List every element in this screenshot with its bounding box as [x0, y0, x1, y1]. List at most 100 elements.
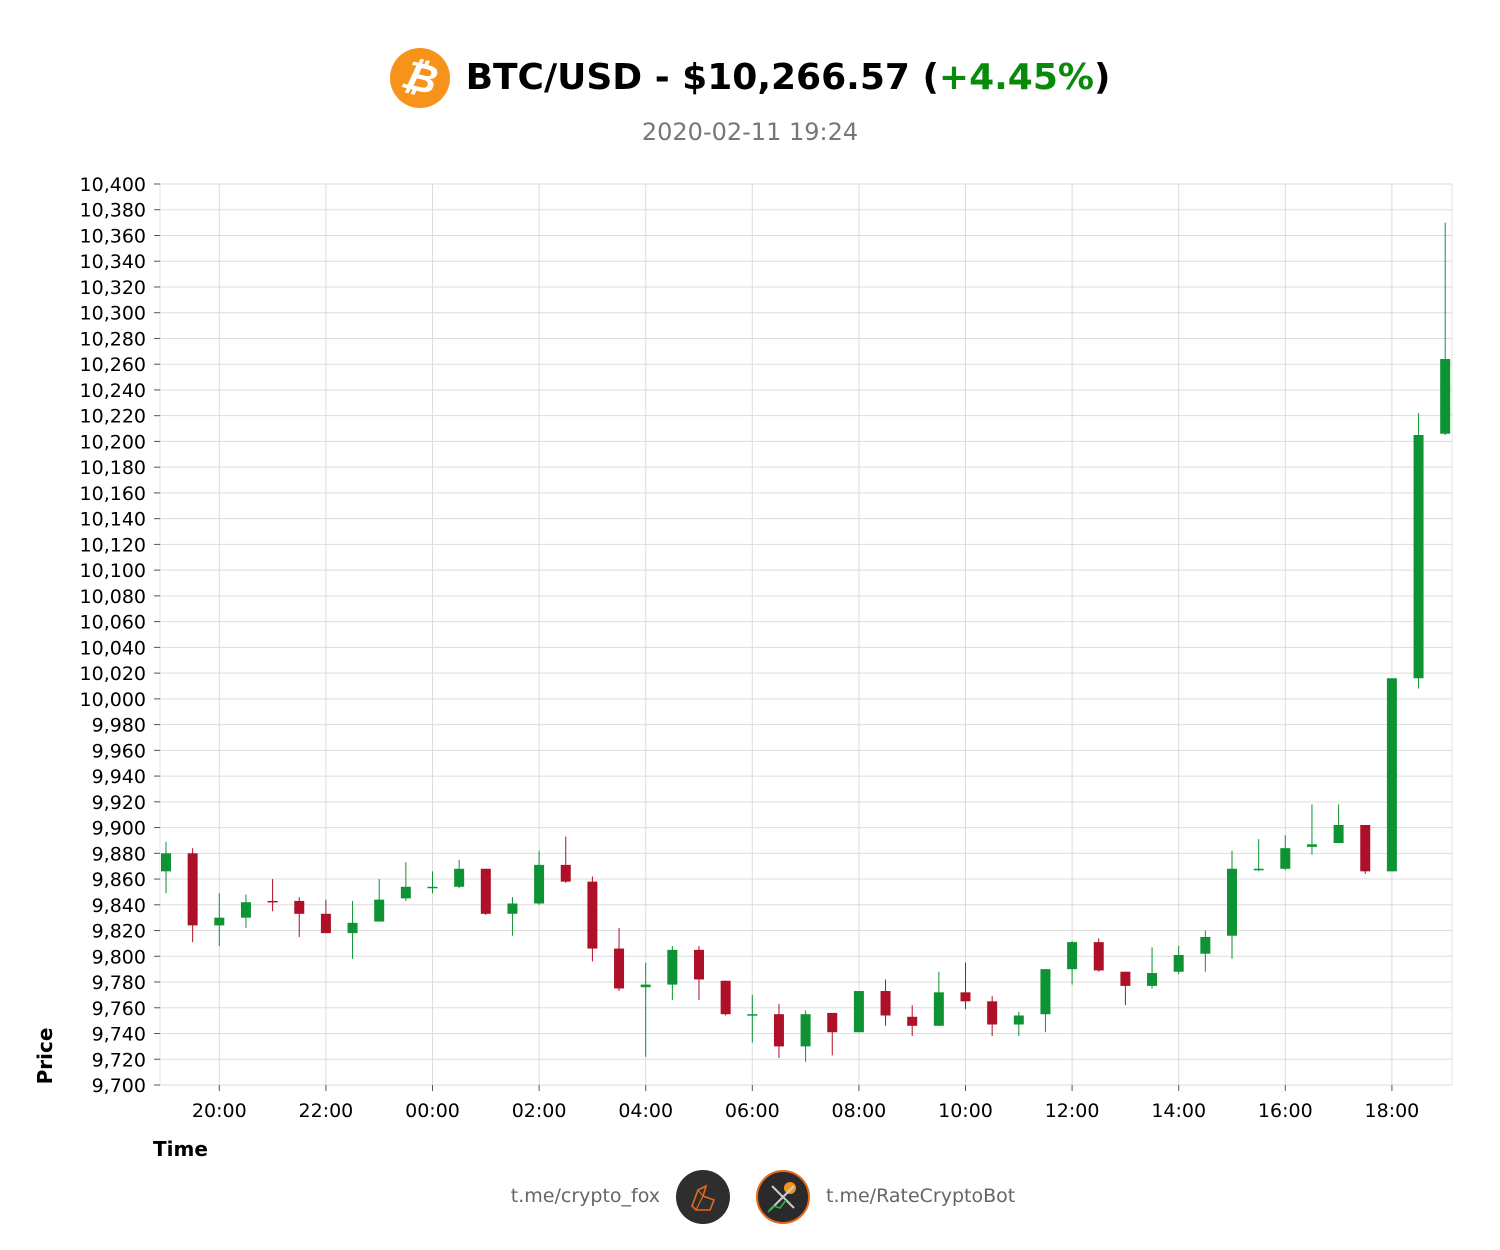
y-tick-label: 9,860	[92, 869, 146, 891]
candle	[667, 945, 678, 1001]
candle	[507, 897, 518, 936]
y-tick-label: 10,340	[80, 251, 146, 273]
candle-body	[374, 899, 385, 922]
candle-body	[1067, 942, 1078, 970]
y-tick-label: 10,160	[80, 483, 146, 505]
candle	[1333, 804, 1344, 844]
y-tick-label: 10,300	[80, 303, 146, 325]
candle	[853, 991, 864, 1033]
candle	[214, 893, 225, 946]
candle-body	[347, 922, 358, 934]
candle-body	[187, 853, 198, 926]
bitcoin-icon: ₿	[389, 47, 450, 108]
crypto-fox-link[interactable]: t.me/crypto_fox	[510, 1185, 660, 1207]
candle	[1013, 1011, 1024, 1037]
candle-body	[1200, 936, 1211, 954]
candle-body	[294, 900, 305, 914]
footer: t.me/crypto_fox t.me/RateCryptoBot	[0, 1168, 1500, 1226]
y-tick-label: 9,700	[92, 1075, 146, 1097]
x-tick-label: 06:00	[725, 1100, 780, 1122]
y-tick-label: 10,000	[80, 689, 146, 711]
candle-body	[1013, 1015, 1024, 1025]
rate-crypto-bot-logo-icon[interactable]	[756, 1170, 810, 1224]
y-tick-label: 9,940	[92, 766, 146, 788]
candle-body	[1173, 954, 1184, 972]
y-axis-ticks: 9,700 9,720 9,740 9,760 9,780 9,800 9,820 9,840…	[80, 174, 160, 1097]
candle	[187, 848, 198, 943]
candle-body	[694, 949, 704, 980]
candle	[1280, 835, 1291, 871]
title-suffix: )	[1093, 57, 1111, 98]
candle-body	[214, 917, 225, 926]
y-tick-label: 9,980	[92, 715, 146, 737]
y-tick-label: 10,180	[80, 457, 146, 479]
y-axis-label: Price	[33, 1028, 57, 1085]
candle	[640, 962, 651, 1057]
candle-body	[960, 992, 971, 1002]
candle-body	[640, 984, 651, 988]
x-tick-label: 22:00	[299, 1100, 354, 1122]
candle-body	[1093, 942, 1104, 971]
fox-logo-icon[interactable]	[676, 1170, 730, 1224]
candle	[454, 859, 465, 889]
candle	[1440, 222, 1451, 435]
candle	[294, 897, 305, 937]
candle-body	[773, 1014, 784, 1047]
candle	[320, 899, 331, 934]
candle	[1386, 678, 1397, 872]
x-tick-label: 16:00	[1258, 1100, 1313, 1122]
candle-body	[800, 1014, 811, 1047]
candle-body	[1227, 868, 1237, 936]
candle	[374, 879, 385, 922]
y-tick-label: 10,320	[80, 277, 146, 299]
candle-body	[907, 1016, 918, 1026]
chart-header: ₿ BTC/USD - $10,266.57 (+4.45%)	[0, 40, 1500, 115]
candle-body	[454, 868, 465, 887]
candle	[480, 868, 491, 916]
x-axis-ticks: 20:00 22:00 00:00 02:00 04:00 06:00 08:00 10:00…	[192, 1085, 1419, 1122]
title-prefix: BTC/USD - $10,266.57 (	[465, 57, 939, 98]
candle-body	[827, 1012, 838, 1033]
y-tick-label: 10,360	[80, 225, 146, 247]
candle-body	[1333, 824, 1344, 844]
y-tick-label: 9,900	[92, 818, 146, 840]
y-tick-label: 10,240	[80, 380, 146, 402]
candle-body	[1360, 824, 1371, 872]
candle	[773, 1003, 784, 1058]
candle-body	[320, 913, 331, 934]
candle	[587, 876, 598, 962]
candle	[1120, 971, 1131, 1006]
candle-body	[400, 886, 411, 899]
candle	[560, 836, 571, 883]
y-tick-label: 10,200	[80, 431, 146, 453]
candle	[400, 862, 411, 901]
rate-crypto-bot-link[interactable]: t.me/RateCryptoBot	[826, 1185, 1016, 1207]
candle	[987, 996, 998, 1037]
candle-body	[853, 991, 864, 1033]
x-tick-label: 20:00	[192, 1100, 247, 1122]
candle-body	[720, 980, 731, 1015]
candle	[614, 927, 625, 992]
candle	[933, 971, 944, 1026]
candle-body	[534, 864, 545, 904]
candle-body	[747, 1014, 758, 1016]
candle-body	[1040, 969, 1051, 1015]
y-tick-label: 10,120	[80, 534, 146, 556]
candle	[907, 1005, 918, 1037]
candle	[161, 841, 171, 894]
candle	[1147, 947, 1158, 989]
y-tick-label: 10,280	[80, 328, 146, 350]
chart-title: BTC/USD - $10,266.57 (+4.45%)	[466, 57, 1111, 98]
candle	[267, 879, 278, 912]
y-tick-label: 10,260	[80, 354, 146, 376]
x-tick-label: 10:00	[938, 1100, 993, 1122]
candle-body	[267, 900, 278, 903]
candle	[1306, 804, 1317, 855]
candle-body	[427, 886, 438, 889]
y-tick-label: 9,760	[92, 998, 146, 1020]
candle	[427, 871, 438, 894]
candle-body	[1147, 973, 1158, 986]
x-tick-label: 12:00	[1045, 1100, 1100, 1122]
candle	[827, 1012, 838, 1056]
candle-body	[987, 1001, 998, 1025]
